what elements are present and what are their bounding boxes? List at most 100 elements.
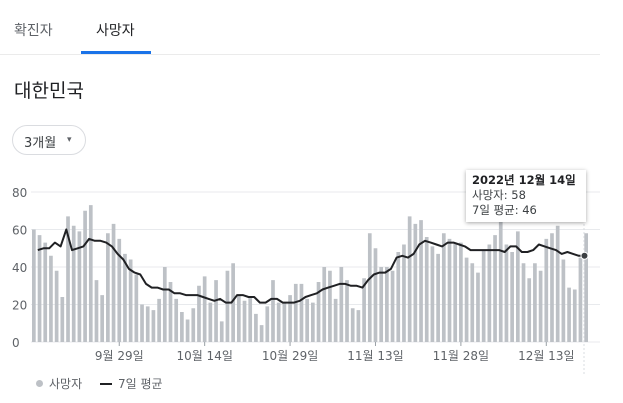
y-tick-label: 40 xyxy=(12,261,27,275)
bar xyxy=(214,280,218,342)
bar xyxy=(106,233,110,342)
x-tick-label: 10월 14일 xyxy=(176,349,232,363)
bar xyxy=(504,244,509,342)
bar xyxy=(254,313,258,342)
bar xyxy=(191,308,196,342)
x-tick-label: 11월 13일 xyxy=(347,349,403,363)
bar xyxy=(441,233,446,342)
tooltip-average: 7일 평균: 46 xyxy=(472,203,537,217)
bar xyxy=(77,231,82,342)
bar xyxy=(71,225,76,342)
bar xyxy=(322,267,327,342)
bar xyxy=(555,225,560,342)
bar xyxy=(345,280,349,342)
active-tab-indicator xyxy=(81,51,151,54)
tab-confirmed[interactable]: 확진자 xyxy=(14,23,53,39)
x-tick-label: 11월 28일 xyxy=(433,349,489,363)
bar xyxy=(402,244,406,342)
bar xyxy=(265,306,270,342)
bar xyxy=(333,298,338,342)
bar xyxy=(168,282,173,342)
bar xyxy=(390,270,395,342)
bar xyxy=(356,310,361,342)
bar xyxy=(231,263,235,342)
deaths-chart[interactable]: 0 20 40 60 80 9월 29일 10월 14일 10월 29일 11월 13일 11월… xyxy=(0,170,623,375)
bar xyxy=(367,233,372,342)
bar xyxy=(299,283,304,342)
y-tick-label: 80 xyxy=(12,186,27,200)
bar xyxy=(533,263,537,342)
bar xyxy=(140,304,144,342)
bar xyxy=(123,253,127,342)
bar xyxy=(464,257,469,342)
bar xyxy=(100,295,105,342)
bar xyxy=(419,220,423,342)
bar xyxy=(521,263,526,342)
bar xyxy=(242,300,247,342)
legend-line-swatch xyxy=(99,382,112,385)
bar xyxy=(117,238,122,342)
bar xyxy=(430,246,435,342)
bar xyxy=(305,298,309,342)
bar xyxy=(339,267,344,342)
bar xyxy=(248,297,253,342)
bar xyxy=(185,319,190,342)
x-axis-ticks: 9월 29일 10월 14일 10월 29일 11월 13일 11월 28일 12월 13… xyxy=(95,342,575,363)
bar xyxy=(453,242,458,342)
bar xyxy=(88,205,93,342)
bar xyxy=(476,272,480,342)
bar xyxy=(134,274,139,342)
bar xyxy=(174,298,179,342)
bar xyxy=(311,302,315,342)
tab-bar: 확진자 사망자 xyxy=(0,0,600,55)
bar xyxy=(373,248,378,342)
y-tick-label: 20 xyxy=(12,299,27,313)
hover-point xyxy=(580,251,589,260)
range-dropdown[interactable]: 3개월 ▾ xyxy=(12,125,86,155)
bar xyxy=(493,235,497,342)
bar xyxy=(385,267,389,342)
chart-legend: 사망자 7일 평균 xyxy=(36,375,163,392)
bar xyxy=(544,238,549,342)
bar xyxy=(37,235,42,342)
y-axis-ticks: 0 20 40 60 80 xyxy=(12,186,27,350)
bar xyxy=(128,259,133,342)
bar xyxy=(498,218,503,342)
bar xyxy=(379,267,384,342)
x-tick-label: 10월 29일 xyxy=(262,349,318,363)
bar xyxy=(32,229,36,342)
tooltip-deaths: 사망자: 58 xyxy=(472,188,526,202)
x-tick-label: 12월 13일 xyxy=(518,349,574,363)
bar xyxy=(487,244,492,342)
bar xyxy=(259,325,264,342)
bar xyxy=(83,210,87,342)
tab-deaths[interactable]: 사망자 xyxy=(96,23,135,39)
bar xyxy=(293,283,298,342)
bar xyxy=(66,216,70,342)
bar xyxy=(527,278,532,342)
bar xyxy=(288,295,292,342)
average-line-series xyxy=(37,228,585,304)
bar xyxy=(407,216,412,342)
bar xyxy=(162,267,167,342)
bar xyxy=(271,280,275,342)
chevron-down-icon: ▾ xyxy=(67,135,72,145)
bar xyxy=(436,253,440,342)
bar xyxy=(572,289,577,342)
bar xyxy=(413,223,418,342)
bar xyxy=(54,270,59,342)
bar xyxy=(362,278,366,342)
bar-series xyxy=(32,205,588,342)
bar xyxy=(538,270,543,342)
bar xyxy=(567,287,571,342)
bar xyxy=(219,321,224,342)
bar xyxy=(49,255,53,342)
bar xyxy=(197,285,201,342)
range-dropdown-label: 3개월 xyxy=(24,136,57,151)
bar xyxy=(145,306,150,342)
average-line xyxy=(37,228,585,304)
bar xyxy=(350,308,355,342)
bar xyxy=(94,280,99,342)
bar xyxy=(43,242,48,342)
bar xyxy=(276,302,281,342)
